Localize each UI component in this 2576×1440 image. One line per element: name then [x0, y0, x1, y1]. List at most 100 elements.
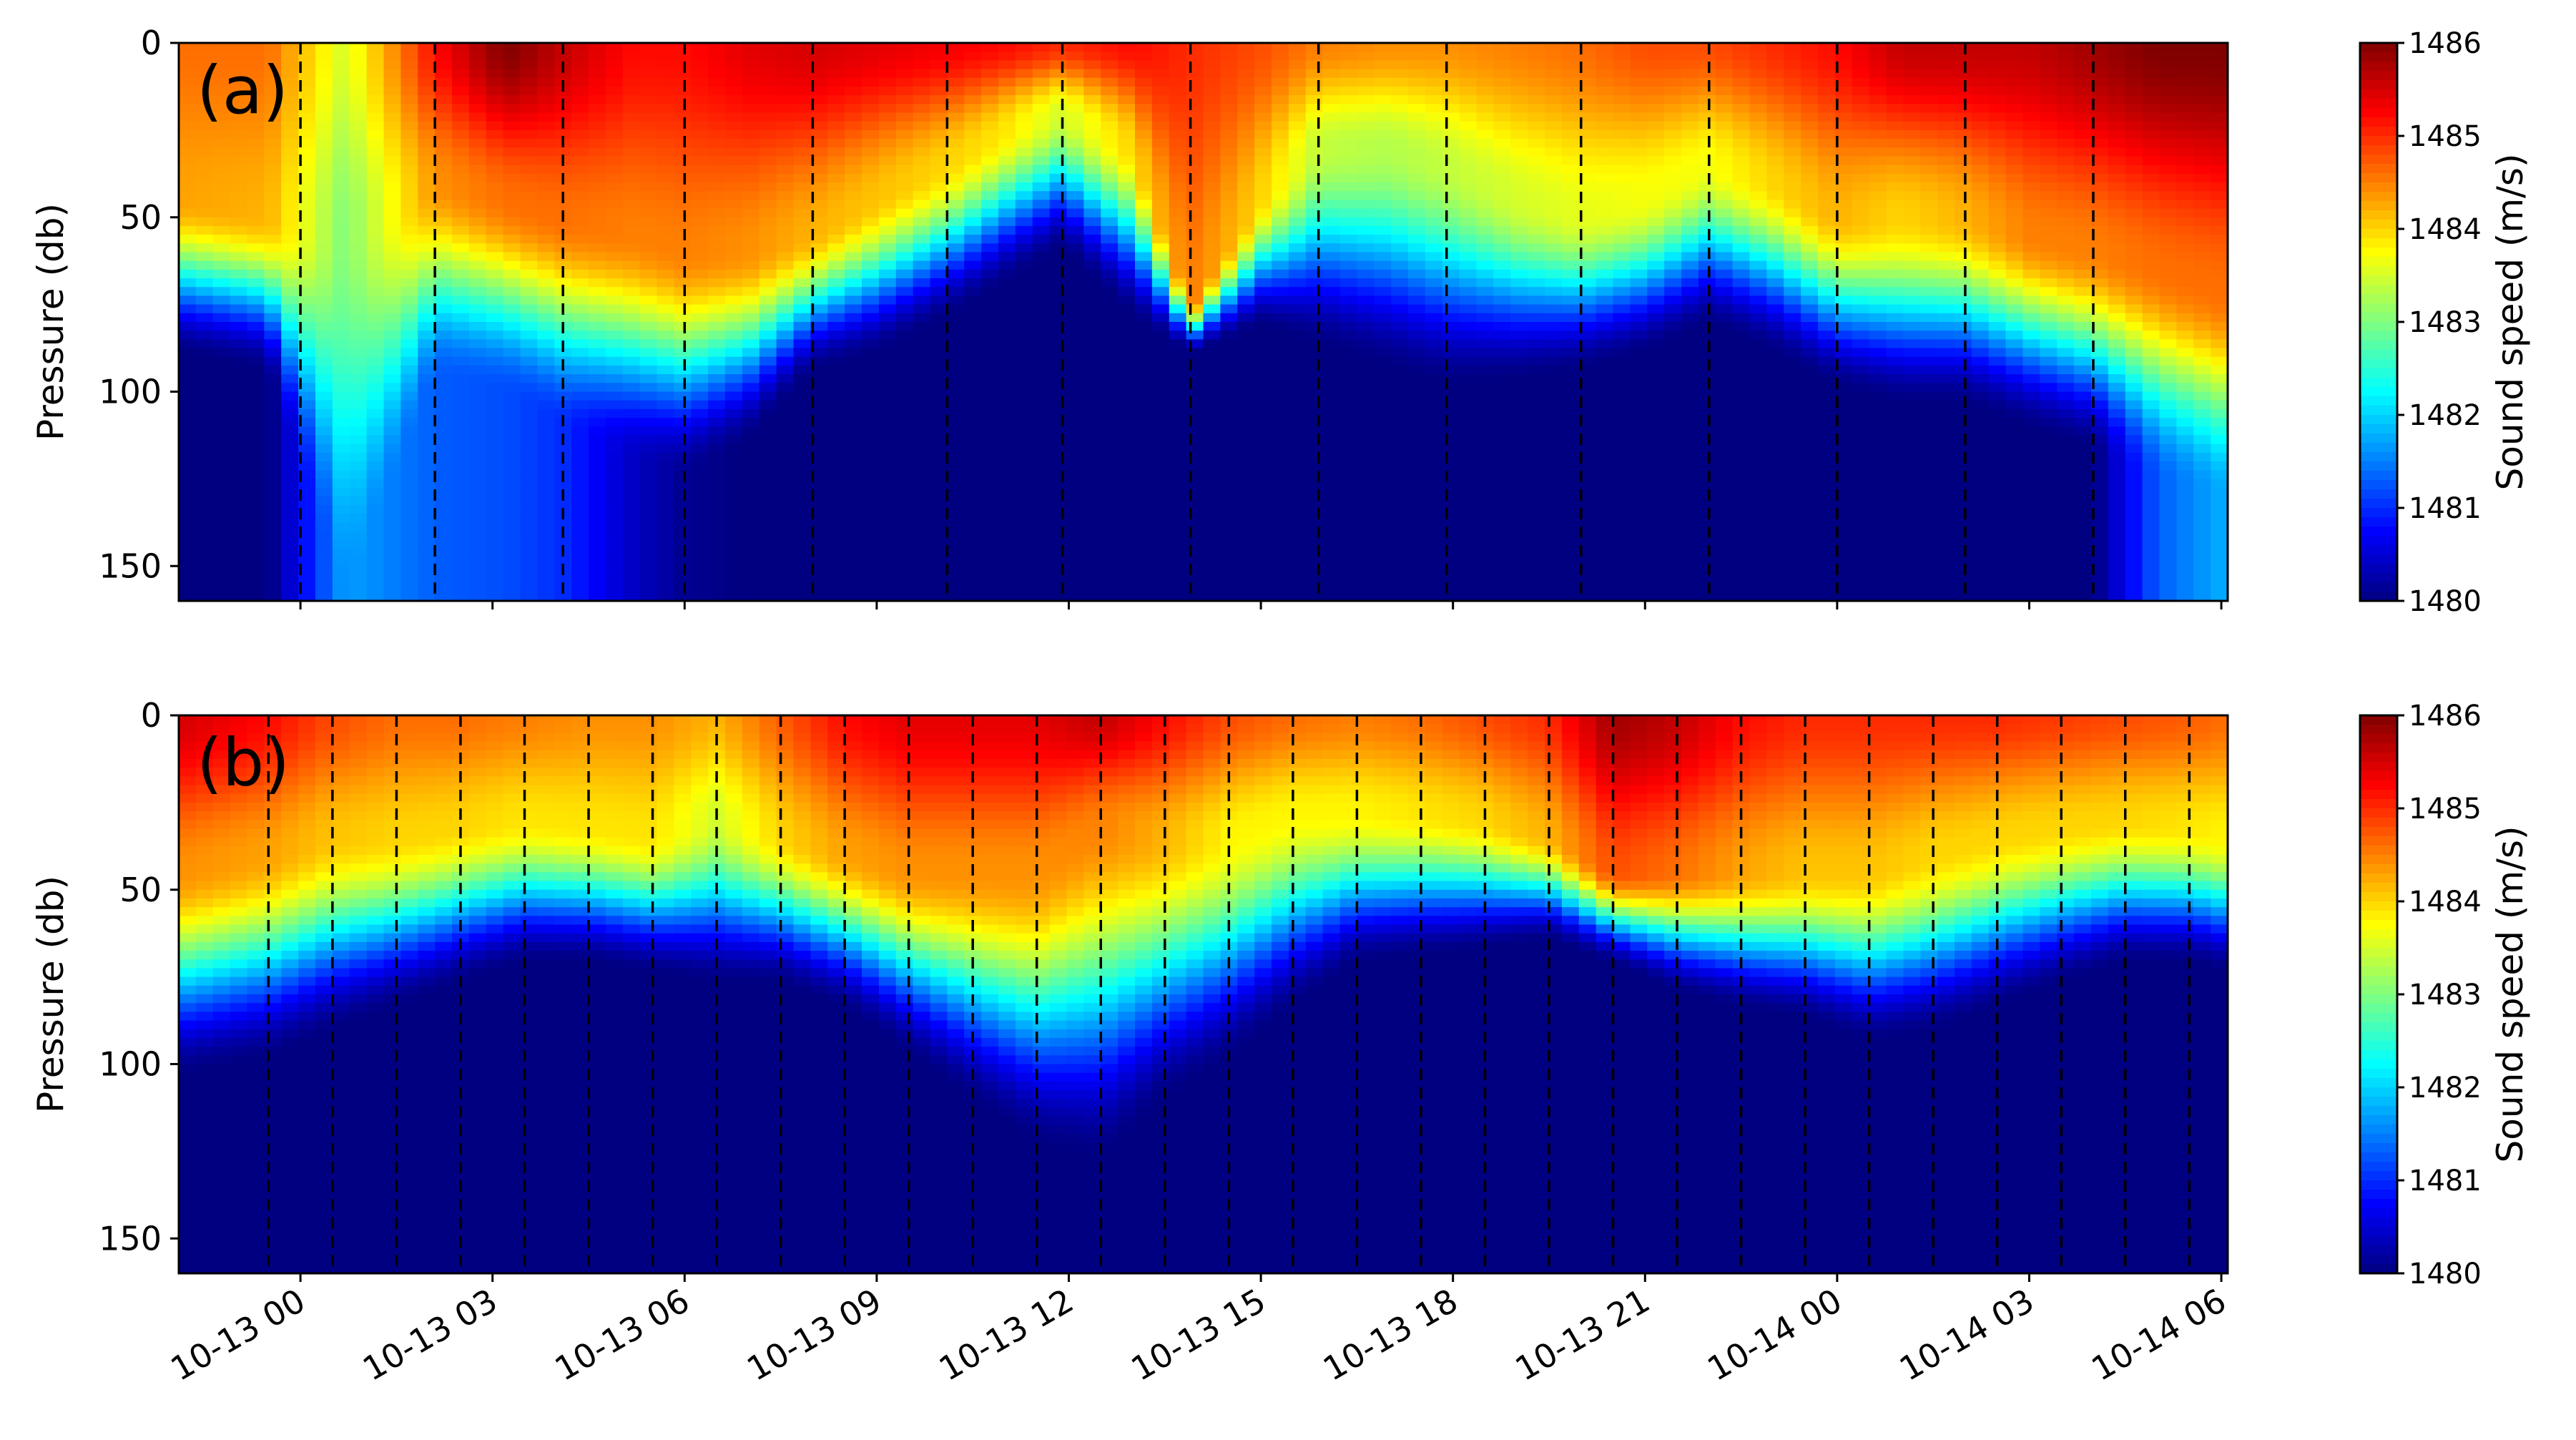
heat-cell: [383, 112, 402, 122]
heat-cell: [1151, 479, 1170, 489]
heat-cell: [264, 348, 282, 358]
heat-cell: [383, 522, 402, 532]
heat-cell: [1049, 260, 1068, 270]
heat-cell: [1032, 77, 1051, 87]
heat-cell: [1135, 461, 1153, 471]
heat-cell: [1101, 129, 1119, 139]
heat-cell: [1408, 374, 1426, 384]
heat-cell: [1066, 330, 1085, 341]
heat-cell: [674, 408, 692, 418]
heat-cell: [366, 452, 385, 462]
heat-cell: [1083, 504, 1102, 514]
heat-cell: [725, 243, 743, 253]
heat-cell: [1459, 504, 1478, 514]
heat-cell: [1493, 452, 1512, 462]
heat-cell: [981, 566, 999, 576]
heat-cell: [1220, 374, 1239, 384]
heat-cell: [913, 129, 931, 139]
heat-cell: [930, 496, 948, 506]
heat-cell: [1288, 322, 1307, 331]
heat-cell: [486, 269, 504, 279]
heat-cell: [349, 566, 368, 576]
heat-cell: [708, 496, 726, 506]
heat-cell: [930, 356, 948, 366]
heat-cell: [195, 147, 214, 157]
heat-cell: [264, 592, 282, 602]
heat-cell: [589, 330, 606, 341]
heat-cell: [486, 435, 504, 445]
heat-cell: [1015, 86, 1033, 96]
heat-cell: [332, 147, 350, 157]
heat-cell: [503, 60, 521, 70]
heat-cell: [998, 330, 1016, 341]
heat-cell: [486, 173, 504, 183]
heat-cell: [1169, 592, 1187, 602]
heat-cell: [571, 69, 589, 79]
heat-cell: [981, 313, 999, 323]
heat-cell: [639, 452, 658, 462]
heat-cell: [1357, 313, 1375, 323]
heat-cell: [1493, 287, 1512, 297]
heat-cell: [212, 418, 231, 428]
heat-cell: [1101, 260, 1119, 270]
heat-cell: [1374, 435, 1392, 445]
heat-cell: [264, 496, 282, 506]
heat-cell: [1476, 156, 1495, 166]
heat-cell: [1374, 52, 1392, 62]
heat-cell: [212, 252, 231, 262]
heat-cell: [503, 583, 521, 593]
heat-cell: [486, 147, 504, 157]
heat-cell: [435, 129, 453, 139]
heat-cell: [298, 348, 316, 358]
heat-cell: [862, 496, 880, 506]
heat-cell: [366, 121, 385, 131]
heat-cell: [895, 400, 914, 410]
heat-cell: [776, 77, 795, 87]
heat-cell: [793, 566, 812, 576]
heat-cell: [1254, 243, 1272, 253]
heat-cell: [725, 470, 743, 480]
heat-cell: [1066, 496, 1085, 506]
heat-cell: [1032, 531, 1051, 541]
heat-cell: [247, 531, 265, 541]
heat-cell: [1135, 43, 1153, 52]
heat-cell: [1169, 129, 1187, 139]
heat-cell: [1391, 43, 1409, 52]
heat-cell: [571, 426, 589, 436]
heat-cell: [1339, 217, 1358, 227]
heat-cell: [622, 461, 641, 471]
heat-cell: [845, 287, 862, 297]
heat-cell: [1272, 165, 1289, 175]
heat-cell: [639, 86, 658, 96]
heat-cell: [1237, 400, 1255, 410]
heat-cell: [878, 339, 897, 349]
heat-cell: [674, 452, 692, 462]
heat-cell: [1272, 104, 1289, 114]
heat-cell: [981, 435, 999, 445]
heat-cell: [1169, 217, 1187, 227]
heat-cell: [1322, 339, 1341, 349]
heat-cell: [742, 147, 760, 157]
heat-cell: [1169, 435, 1187, 445]
heat-cell: [1254, 235, 1272, 245]
heat-cell: [895, 461, 914, 471]
heat-cell: [657, 165, 675, 175]
heat-cell: [1203, 243, 1221, 253]
heat-cell: [400, 548, 419, 558]
heat-cell: [742, 269, 760, 279]
heat-cell: [1015, 260, 1033, 270]
heat-cell: [674, 522, 692, 532]
heat-cell: [1220, 470, 1239, 480]
heat-cell: [776, 278, 795, 288]
heat-cell: [520, 383, 539, 393]
heat-cell: [622, 444, 641, 454]
heat-cell: [1118, 191, 1136, 201]
heat-cell: [1118, 479, 1136, 489]
heat-cell: [1151, 165, 1170, 175]
heat-cell: [1186, 252, 1204, 262]
heat-cell: [435, 391, 453, 401]
heat-cell: [468, 121, 487, 131]
heat-cell: [1032, 129, 1051, 139]
heat-cell: [810, 574, 829, 584]
heat-cell: [878, 278, 897, 288]
